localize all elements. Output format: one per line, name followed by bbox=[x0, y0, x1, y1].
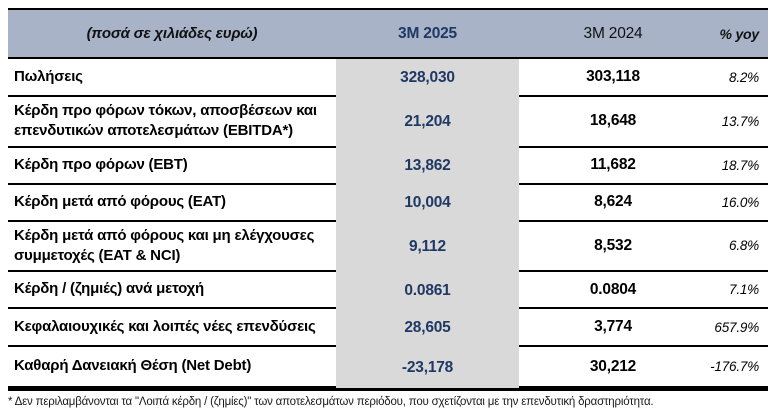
row-label: Κέρδη προ φόρων τόκων, αποσβέσεων και επ… bbox=[8, 97, 336, 148]
table-row-net-debt: Καθαρή Δανειακή Θέση (Net Debt) -23,178 … bbox=[8, 347, 768, 388]
row-label: Κέρδη μετά από φόρους (EAT) bbox=[8, 185, 336, 222]
table-bottom-border bbox=[8, 388, 768, 391]
financial-results-table: (ποσά σε χιλιάδες ευρώ) 3M 2025 3M 2024 … bbox=[8, 8, 768, 391]
table-row-eat-nci: Κέρδη μετά από φόρους και μη ελέγχουσες … bbox=[8, 221, 768, 272]
value-3m-2025: 9,112 bbox=[336, 221, 519, 272]
value-yoy: 16.0% bbox=[707, 185, 768, 222]
row-label: Κεφαλαιουχικές και λοιπές νέες επενδύσει… bbox=[8, 309, 336, 347]
row-label: Καθαρή Δανειακή Θέση (Net Debt) bbox=[8, 347, 336, 388]
value-yoy: 7.1% bbox=[707, 272, 768, 309]
table-row-capex: Κεφαλαιουχικές και λοιπές νέες επενδύσει… bbox=[8, 309, 768, 347]
table-row-sales: Πωλήσεις 328,030 303,118 8.2% bbox=[8, 59, 768, 97]
header-col-3m-2024: 3M 2024 bbox=[583, 24, 643, 42]
value-3m-2024: 3,774 bbox=[519, 309, 707, 347]
value-3m-2025: -23,178 bbox=[336, 347, 519, 388]
value-3m-2025: 28,605 bbox=[336, 309, 519, 347]
value-3m-2024: 11,682 bbox=[519, 148, 707, 185]
value-3m-2024: 0.0804 bbox=[519, 272, 707, 309]
header-units-label: (ποσά σε χιλιάδες ευρώ) bbox=[86, 25, 258, 42]
row-label: Πωλήσεις bbox=[8, 59, 336, 97]
value-yoy: 6.8% bbox=[707, 222, 768, 272]
value-3m-2024: 8,532 bbox=[519, 222, 707, 272]
header-col-3m-2025: 3M 2025 bbox=[398, 24, 457, 42]
value-yoy: -176.7% bbox=[707, 347, 768, 388]
value-3m-2025: 0.0861 bbox=[336, 272, 519, 309]
table-row-eps: Κέρδη / (ζημιές) ανά μετοχή 0.0861 0.080… bbox=[8, 272, 768, 309]
table-row-ebt: Κέρδη προ φόρων (EBT) 13,862 11,682 18.7… bbox=[8, 147, 768, 185]
value-3m-2024: 18,648 bbox=[519, 97, 707, 148]
value-3m-2025: 13,862 bbox=[336, 147, 519, 185]
value-3m-2025: 21,204 bbox=[336, 97, 519, 148]
value-yoy: 657.9% bbox=[707, 309, 768, 347]
table-row-eat: Κέρδη μετά από φόρους (EAT) 10,004 8,624… bbox=[8, 184, 768, 222]
row-label: Κέρδη / (ζημιές) ανά μετοχή bbox=[8, 272, 336, 309]
footnote-text: * Δεν περιλαμβάνονται τα "Λοιπά κέρδη / … bbox=[8, 396, 654, 408]
row-label: Κέρδη μετά από φόρους και μη ελέγχουσες … bbox=[8, 222, 336, 272]
header-col-yoy: % yoy bbox=[719, 25, 760, 42]
value-3m-2024: 303,118 bbox=[519, 59, 707, 97]
value-yoy: 18.7% bbox=[707, 148, 768, 185]
value-3m-2025: 10,004 bbox=[336, 184, 519, 222]
value-3m-2025: 328,030 bbox=[336, 59, 519, 97]
row-label: Κέρδη προ φόρων (EBT) bbox=[8, 148, 336, 185]
table-row-ebitda: Κέρδη προ φόρων τόκων, αποσβέσεων και επ… bbox=[8, 97, 768, 148]
value-yoy: 8.2% bbox=[707, 59, 768, 97]
value-yoy: 13.7% bbox=[707, 97, 768, 148]
value-3m-2024: 8,624 bbox=[519, 185, 707, 222]
value-3m-2024: 30,212 bbox=[519, 347, 707, 388]
table-header-row: (ποσά σε χιλιάδες ευρώ) 3M 2025 3M 2024 … bbox=[8, 8, 768, 59]
